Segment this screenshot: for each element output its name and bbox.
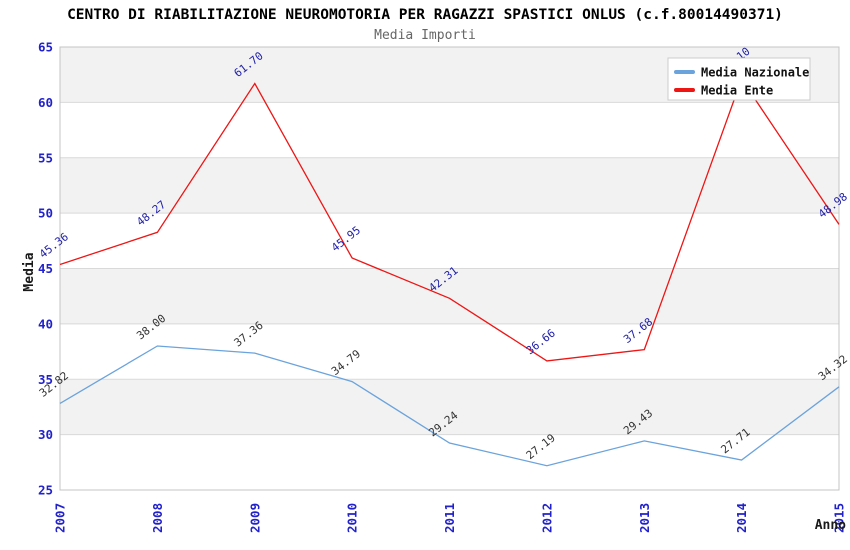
shaded-band xyxy=(60,268,839,324)
x-tick-label: 2012 xyxy=(539,503,554,533)
y-tick-label: 55 xyxy=(38,150,53,165)
x-tick-label: 2011 xyxy=(442,503,457,533)
point-label-media-nazionale: 34.32 xyxy=(816,353,850,384)
x-tick-label: 2013 xyxy=(637,503,652,533)
point-label-media-ente: 45.95 xyxy=(329,224,363,255)
x-tick-label: 2015 xyxy=(832,503,847,533)
point-label-media-nazionale: 34.79 xyxy=(329,347,363,378)
y-tick-label: 40 xyxy=(38,316,53,331)
y-tick-label: 25 xyxy=(38,483,53,498)
y-axis-title: Media xyxy=(22,252,37,291)
y-tick-label: 30 xyxy=(38,427,53,442)
x-tick-label: 2008 xyxy=(150,503,165,533)
legend-label-media-nazionale: Media Nazionale xyxy=(701,66,809,80)
series-line-media-ente xyxy=(59,77,840,362)
y-tick-label: 35 xyxy=(38,372,53,387)
legend-box xyxy=(667,57,811,101)
y-tick-label: 65 xyxy=(38,40,53,55)
point-label-media-ente: 45.36 xyxy=(37,230,71,261)
y-tick-label: 45 xyxy=(38,261,53,276)
x-tick-label: 2009 xyxy=(247,503,262,533)
x-tick-label: 2010 xyxy=(345,503,360,533)
y-tick-label: 50 xyxy=(38,206,53,221)
legend-label-media-ente: Media Ente xyxy=(701,84,773,98)
plot-border xyxy=(59,46,840,491)
x-axis-title: Anno xyxy=(815,518,846,533)
shaded-band xyxy=(60,157,839,214)
x-tick-label: 2007 xyxy=(53,503,68,533)
chart-title: CENTRO DI RIABILITAZIONE NEUROMOTORIA PE… xyxy=(67,7,783,23)
series-line-media-nazionale xyxy=(59,345,840,467)
y-tick-label: 60 xyxy=(38,95,53,110)
point-label-media-ente: 36.66 xyxy=(524,327,558,358)
chart-subtitle: Media Importi xyxy=(374,28,476,43)
point-label-media-nazionale: 27.19 xyxy=(524,431,558,462)
shaded-band xyxy=(60,379,839,435)
x-tick-label: 2014 xyxy=(734,503,749,533)
